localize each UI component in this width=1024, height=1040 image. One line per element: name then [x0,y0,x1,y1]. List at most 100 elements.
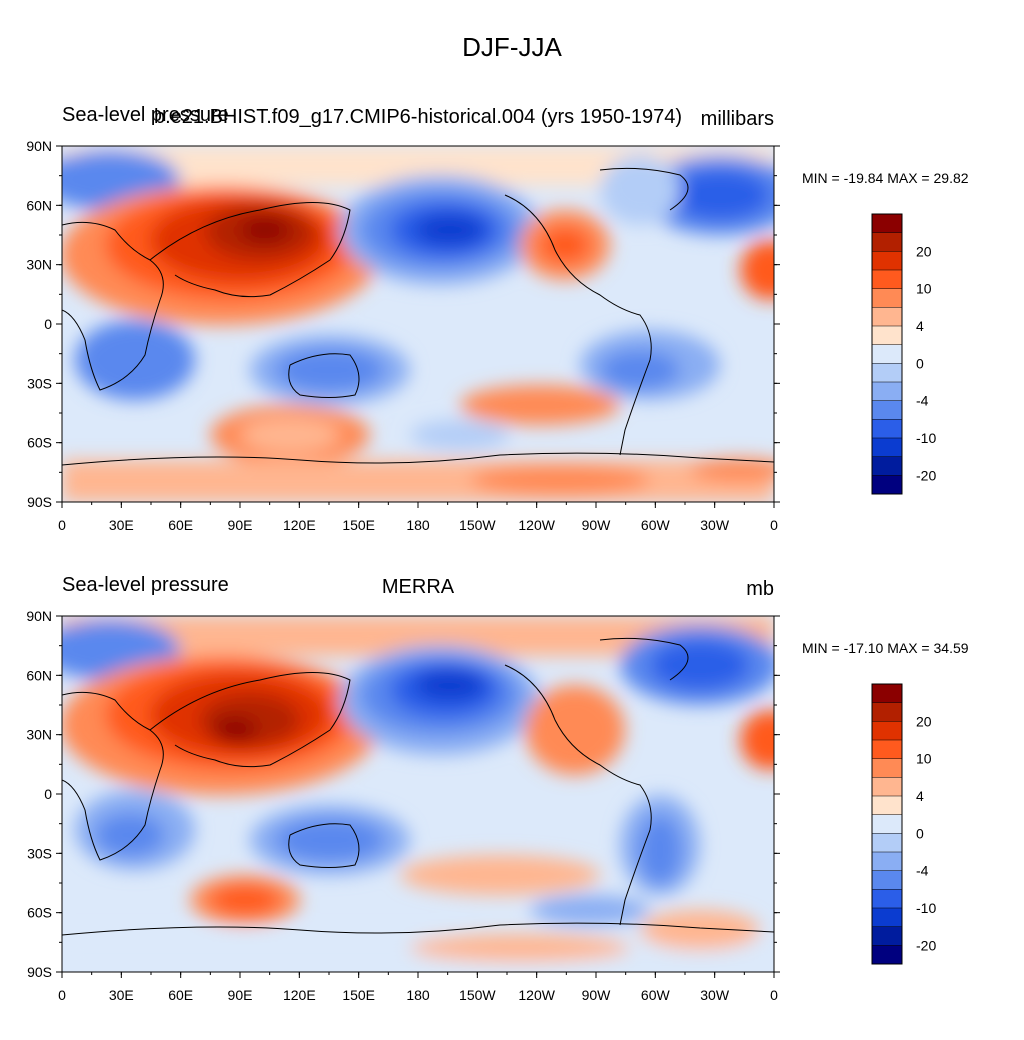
colorbar-swatch [872,288,902,308]
colorbar-swatch [872,758,902,778]
colorbar-swatch [872,740,902,759]
lat-tick-label: 60S [27,905,52,921]
lat-tick-label: 90S [27,964,52,980]
lon-tick-label: 180 [406,987,430,1000]
units-label: mb [746,578,774,600]
colorbar-label: 20 [916,243,932,259]
colorbar-label: 4 [916,788,924,804]
colorbar-label: 0 [916,825,924,841]
lat-tick-label: 60N [26,197,52,213]
colorbar-swatch [872,721,902,740]
colorbar-swatch [872,456,902,476]
colorbar-label: 0 [916,355,924,371]
lon-tick-label: 30E [109,987,134,1000]
colorbar-swatch [872,344,902,364]
lon-tick-label: 30W [700,517,730,530]
figure-title: DJF-JJA [462,32,562,62]
coastlines [62,637,774,936]
lon-tick-label: 30W [700,987,730,1000]
panel-obs: 90N 60N 30N 0 30S 60S 90S 0 30E 60E 90E 120E 150E 18… [0,570,1024,1040]
colorbar-swatch [872,945,902,964]
colorbar-swatch [872,419,902,438]
min-max-label: MIN = -17.10 MAX = 34.59 [802,640,969,656]
colorbar-label: -4 [916,863,929,879]
slp-difference-field [62,146,774,502]
lon-tick-label: 0 [58,987,66,1000]
colorbar-swatch [872,833,902,852]
colorbar-swatch [872,307,902,326]
colorbar-swatch [872,796,902,815]
lat-tick-label: 60N [26,667,52,683]
case-label: b.e21.BHIST.f09_g17.CMIP6-historical.004… [153,106,683,128]
lat-tick-label: 30S [27,845,52,861]
colorbar-swatch [872,852,902,871]
lon-tick-label: 0 [770,987,778,1000]
colorbar-swatch [872,870,902,890]
lon-tick-label: 150E [342,987,375,1000]
lon-tick-label: 30E [109,517,134,530]
colorbar-swatch [872,363,902,382]
lon-tick-label: 0 [770,517,778,530]
colorbar-swatch [872,438,902,457]
lat-tick-label: 90N [26,138,52,154]
colorbar-frame [871,213,903,495]
lat-tick-label: 30N [26,257,52,273]
colorbar-swatch [872,382,902,401]
colorbar-label: -20 [916,467,936,483]
colorbar-swatch [872,232,902,252]
colorbar: 20 10 4 0 -4 -10 -20 [871,683,936,965]
colorbar-swatch [872,475,902,494]
lon-tick-label: 60W [641,987,671,1000]
colorbar-swatch [872,214,902,233]
lon-tick-label: 90W [582,987,612,1000]
case-label: MERRA [381,576,455,598]
colorbar: 20 10 4 0 -4 -10 -20 [871,213,936,495]
colorbar-swatch [872,251,902,270]
panel-model: 90N 60N 30N 0 30S 60S 90S 0 30E 60E 90E 120E 150E 18… [0,100,1024,570]
lon-tick-label: 150E [342,517,375,530]
lon-tick-label: 0 [58,517,66,530]
lat-tick-label: 90N [26,608,52,624]
colorbar-label: -10 [916,430,936,446]
colorbar-swatch [872,926,902,946]
colorbar-label: 10 [916,751,932,767]
lat-tick-label: 60S [27,435,52,451]
lat-tick-label: 0 [44,316,52,332]
min-max-label: MIN = -19.84 MAX = 29.82 [802,170,969,186]
lat-tick-label: 90S [27,494,52,510]
colorbar-label: 4 [916,318,924,334]
slp-difference-field [62,616,774,972]
colorbar-swatch [872,777,902,796]
map-model: 90N 60N 30N 0 30S 60S 90S 0 30E 60E 90E 120E 150E 18… [26,138,780,530]
colorbar-label: -4 [916,393,929,409]
units-label: millibars [700,108,774,130]
lat-tick-label: 0 [44,786,52,802]
lon-tick-label: 60E [168,987,193,1000]
lon-tick-label: 180 [406,517,430,530]
lat-tick-label: 30S [27,375,52,391]
variable-label: Sea-level pressure [62,104,229,126]
map-obs: 90N 60N 30N 0 30S 60S 90S 0 30E 60E 90E 120E 150E 18… [26,608,780,1000]
colorbar-swatch [872,908,902,927]
lon-tick-label: 60W [641,517,671,530]
lon-tick-label: 150W [459,517,496,530]
colorbar-frame [871,683,903,965]
colorbar-swatch [872,270,902,289]
colorbar-label: 20 [916,713,932,729]
colorbar-label: -10 [916,900,936,916]
colorbar-swatch [872,814,902,834]
lon-tick-label: 90W [582,517,612,530]
colorbar-swatch [872,889,902,908]
colorbar-label: -20 [916,937,936,953]
lon-tick-label: 60E [168,517,193,530]
colorbar-swatch [872,326,902,345]
lat-tick-label: 30N [26,727,52,743]
variable-label: Sea-level pressure [62,574,229,596]
lon-tick-label: 90E [228,517,253,530]
colorbar-swatch [872,400,902,420]
colorbar-label: 10 [916,281,932,297]
lon-tick-label: 120E [283,517,316,530]
coastlines [62,167,774,466]
colorbar-swatch [872,702,902,722]
lon-tick-label: 150W [459,987,496,1000]
